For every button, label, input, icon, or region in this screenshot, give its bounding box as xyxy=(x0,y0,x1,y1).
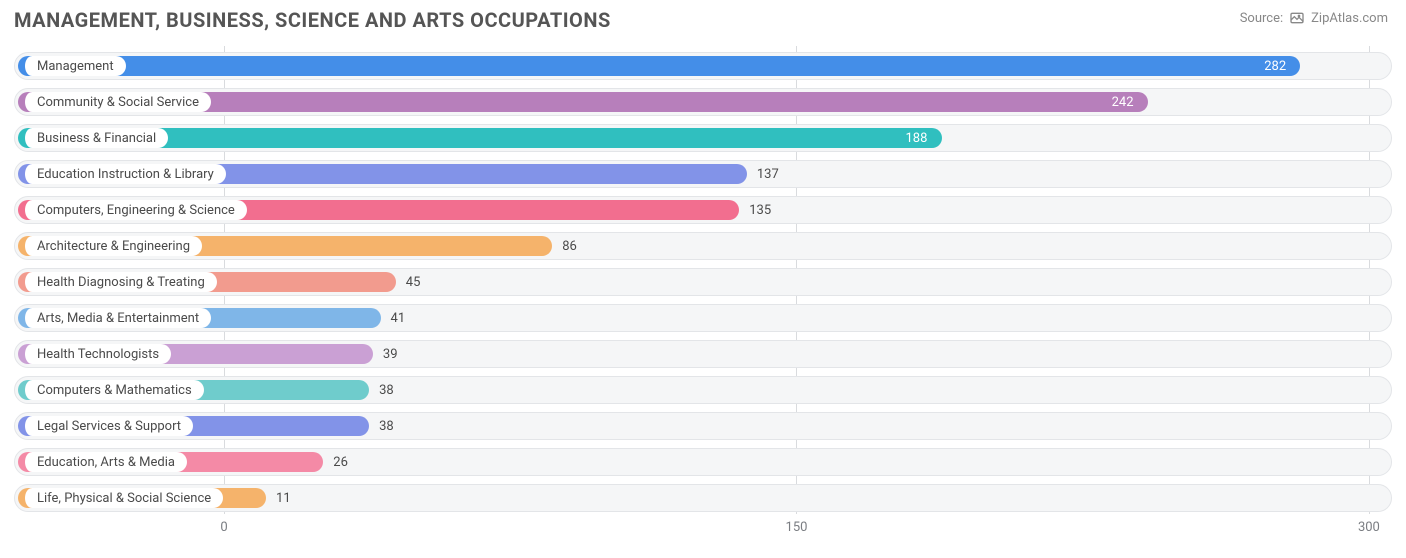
bar-row: Arts, Media & Entertainment 41 xyxy=(14,304,1392,336)
bar-value: 282 xyxy=(1264,56,1286,76)
bar-value: 38 xyxy=(379,416,394,436)
bar-label: Life, Physical & Social Science xyxy=(22,488,223,508)
bar-row: Health Diagnosing & Treating 45 xyxy=(14,268,1392,300)
bar-value: 45 xyxy=(406,272,421,292)
bar-row: Computers & Mathematics 38 xyxy=(14,376,1392,408)
bar-label: Legal Services & Support xyxy=(22,416,193,436)
axis-tick-label: 0 xyxy=(220,520,227,535)
bar-value: 188 xyxy=(906,128,928,148)
bar-row: Architecture & Engineering 86 xyxy=(14,232,1392,264)
source-name: ZipAtlas.com xyxy=(1311,11,1388,26)
bar-label: Health Diagnosing & Treating xyxy=(22,272,217,292)
axis-tick-label: 150 xyxy=(786,520,808,535)
source-label: Source: xyxy=(1240,11,1283,26)
bar-label: Computers & Mathematics xyxy=(22,380,204,400)
bar-label: Computers, Engineering & Science xyxy=(22,200,247,220)
chart-title: MANAGEMENT, BUSINESS, SCIENCE AND ARTS O… xyxy=(14,8,1392,32)
bar-row: Health Technologists 39 xyxy=(14,340,1392,372)
source-icon xyxy=(1289,10,1305,26)
bar-row: Management 282 xyxy=(14,52,1392,84)
bar-label: Health Technologists xyxy=(22,344,171,364)
bar-label: Education, Arts & Media xyxy=(22,452,187,472)
bar-label: Architecture & Engineering xyxy=(22,236,202,256)
bar-label: Management xyxy=(22,56,126,76)
bar-row: Education Instruction & Library 137 xyxy=(14,160,1392,192)
bar-row: Community & Social Service 242 xyxy=(14,88,1392,120)
bar-value: 11 xyxy=(276,488,291,508)
source-attribution: Source: ZipAtlas.com xyxy=(1240,10,1388,26)
bar-label: Arts, Media & Entertainment xyxy=(22,308,211,328)
bar-row: Legal Services & Support 38 xyxy=(14,412,1392,444)
bar-value: 242 xyxy=(1112,92,1134,112)
axis-tick-label: 300 xyxy=(1358,520,1380,535)
chart-area: Management 282 Community & Social Service 2… xyxy=(14,46,1392,526)
bar-row: Computers, Engineering & Science 135 xyxy=(14,196,1392,228)
bar-value: 26 xyxy=(333,452,348,472)
bar-row: Business & Financial 188 xyxy=(14,124,1392,156)
bar-value: 86 xyxy=(562,236,577,256)
bar-value: 38 xyxy=(379,380,394,400)
x-axis: 0 150 300 xyxy=(14,520,1392,544)
bar-label: Business & Financial xyxy=(22,128,168,148)
bar-value: 39 xyxy=(383,344,398,364)
bar-value: 41 xyxy=(391,308,406,328)
bar-value: 137 xyxy=(757,164,779,184)
bar-fill xyxy=(18,56,1300,76)
bar-value: 135 xyxy=(749,200,771,220)
bars-container: Management 282 Community & Social Service 2… xyxy=(14,46,1392,516)
bar-label: Community & Social Service xyxy=(22,92,211,112)
bar-label: Education Instruction & Library xyxy=(22,164,226,184)
bar-row: Education, Arts & Media 26 xyxy=(14,448,1392,480)
bar-row: Life, Physical & Social Science 11 xyxy=(14,484,1392,516)
